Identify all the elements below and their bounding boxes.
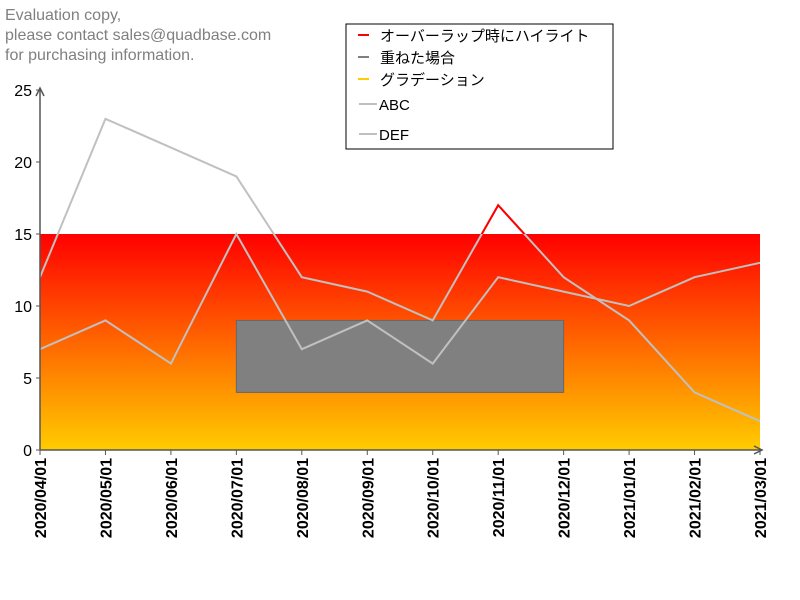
- overlap-box: [235, 319, 565, 393]
- legend-box: [345, 23, 614, 150]
- legend-label: 重ねた場合: [380, 49, 455, 67]
- highlight-segment: [480, 203, 526, 234]
- x-tick-label: 2020/10/01: [426, 458, 443, 538]
- watermark-line: for purchasing information.: [5, 47, 195, 64]
- y-tick-label: 10: [14, 299, 32, 316]
- x-axis-arrow-icon: [753, 445, 764, 455]
- x-tick-label: 2020/09/01: [360, 458, 377, 538]
- watermark: Evaluation copy, please contact sales@qua…: [5, 6, 271, 66]
- x-tick-label: 2021/01/01: [622, 458, 639, 538]
- series-line-abc: [39, 117, 761, 423]
- y-tick-label: 20: [14, 155, 32, 172]
- x-tick-label: 2020/04/01: [33, 458, 50, 538]
- x-tick-label: 2020/12/01: [557, 458, 574, 538]
- x-tick-label: 2020/05/01: [98, 458, 115, 538]
- watermark-line: please contact sales@quadbase.com: [5, 27, 272, 44]
- legend-label: DEF: [379, 127, 409, 144]
- y-tick-label: 0: [23, 443, 32, 460]
- legend-label: オーバーラップ時にハイライト: [380, 27, 590, 45]
- y-tick-label: 5: [23, 371, 32, 388]
- legend-label: グラデーション: [380, 71, 485, 89]
- x-tick-label: 2021/02/01: [688, 458, 705, 538]
- x-tick-label: 2020/11/01: [491, 458, 508, 537]
- x-tick-label: 2020/07/01: [229, 458, 246, 538]
- series-line-def: [39, 231, 761, 366]
- y-tick-label: 25: [14, 83, 32, 100]
- x-tick-label: 2020/08/01: [295, 458, 312, 538]
- x-tick-label: 2021/03/01: [753, 458, 770, 538]
- y-axis-arrow-icon: [35, 86, 45, 97]
- y-tick-label: 15: [14, 227, 32, 244]
- legend-label: ABC: [379, 97, 410, 114]
- x-tick-label: 2020/06/01: [164, 458, 181, 538]
- watermark-line: Evaluation copy,: [5, 7, 122, 24]
